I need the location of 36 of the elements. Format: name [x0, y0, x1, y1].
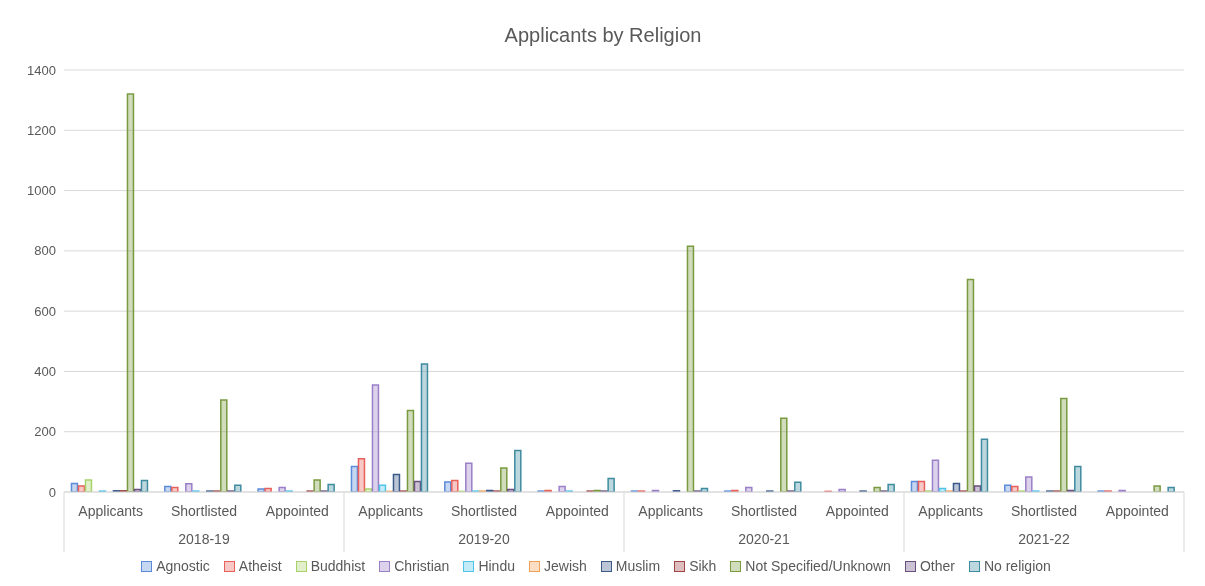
y-tick-label: 200 [34, 424, 56, 440]
legend-label: Atheist [237, 558, 282, 574]
x-tick-label: Shortlisted [450, 503, 518, 519]
x-tick-label: Applicants [78, 503, 143, 519]
x-tick-label: Appointed [545, 503, 609, 519]
y-tick-label: 0 [48, 484, 56, 500]
x-tick-label: Appointed [265, 503, 329, 519]
text: 2020-21 [738, 531, 790, 547]
legend-label: Buddhist [309, 558, 366, 574]
x-tick-label: Appointed [1105, 503, 1169, 519]
y-tick-label: 400 [34, 364, 56, 380]
y-tick-label: 1400 [27, 62, 56, 78]
text: 2018-19 [178, 531, 230, 547]
x-tick-label: Applicants [358, 503, 423, 519]
legend-label: Muslim [614, 558, 661, 574]
legend-label: No religion [982, 558, 1051, 574]
x-tick-label: Applicants [638, 503, 703, 519]
legend-label: Christian [393, 558, 450, 574]
x-tick-label: Shortlisted [170, 503, 238, 519]
chart-title: Applicants by Religion [503, 23, 703, 48]
y-tick-label: 600 [34, 303, 56, 319]
x-tick-label: Shortlisted [1010, 503, 1078, 519]
legend-label: Other [918, 558, 955, 574]
x-tick-label: Applicants [918, 503, 983, 519]
y-tick-label: 800 [34, 243, 56, 259]
x-tick-label: Appointed [825, 503, 889, 519]
y-tick-label: 1000 [27, 183, 56, 199]
legend-label: Not Specified/Unknown [744, 558, 891, 574]
y-tick-label: 1200 [27, 122, 56, 138]
legend-label: Agnostic [155, 558, 210, 574]
text: 2021-22 [1018, 531, 1070, 547]
legend-label: Hindu [477, 558, 515, 574]
legend-label: Sikh [688, 558, 717, 574]
x-tick-label: Shortlisted [730, 503, 798, 519]
text: 2019-20 [458, 531, 510, 547]
legend-label: Jewish [543, 558, 587, 574]
